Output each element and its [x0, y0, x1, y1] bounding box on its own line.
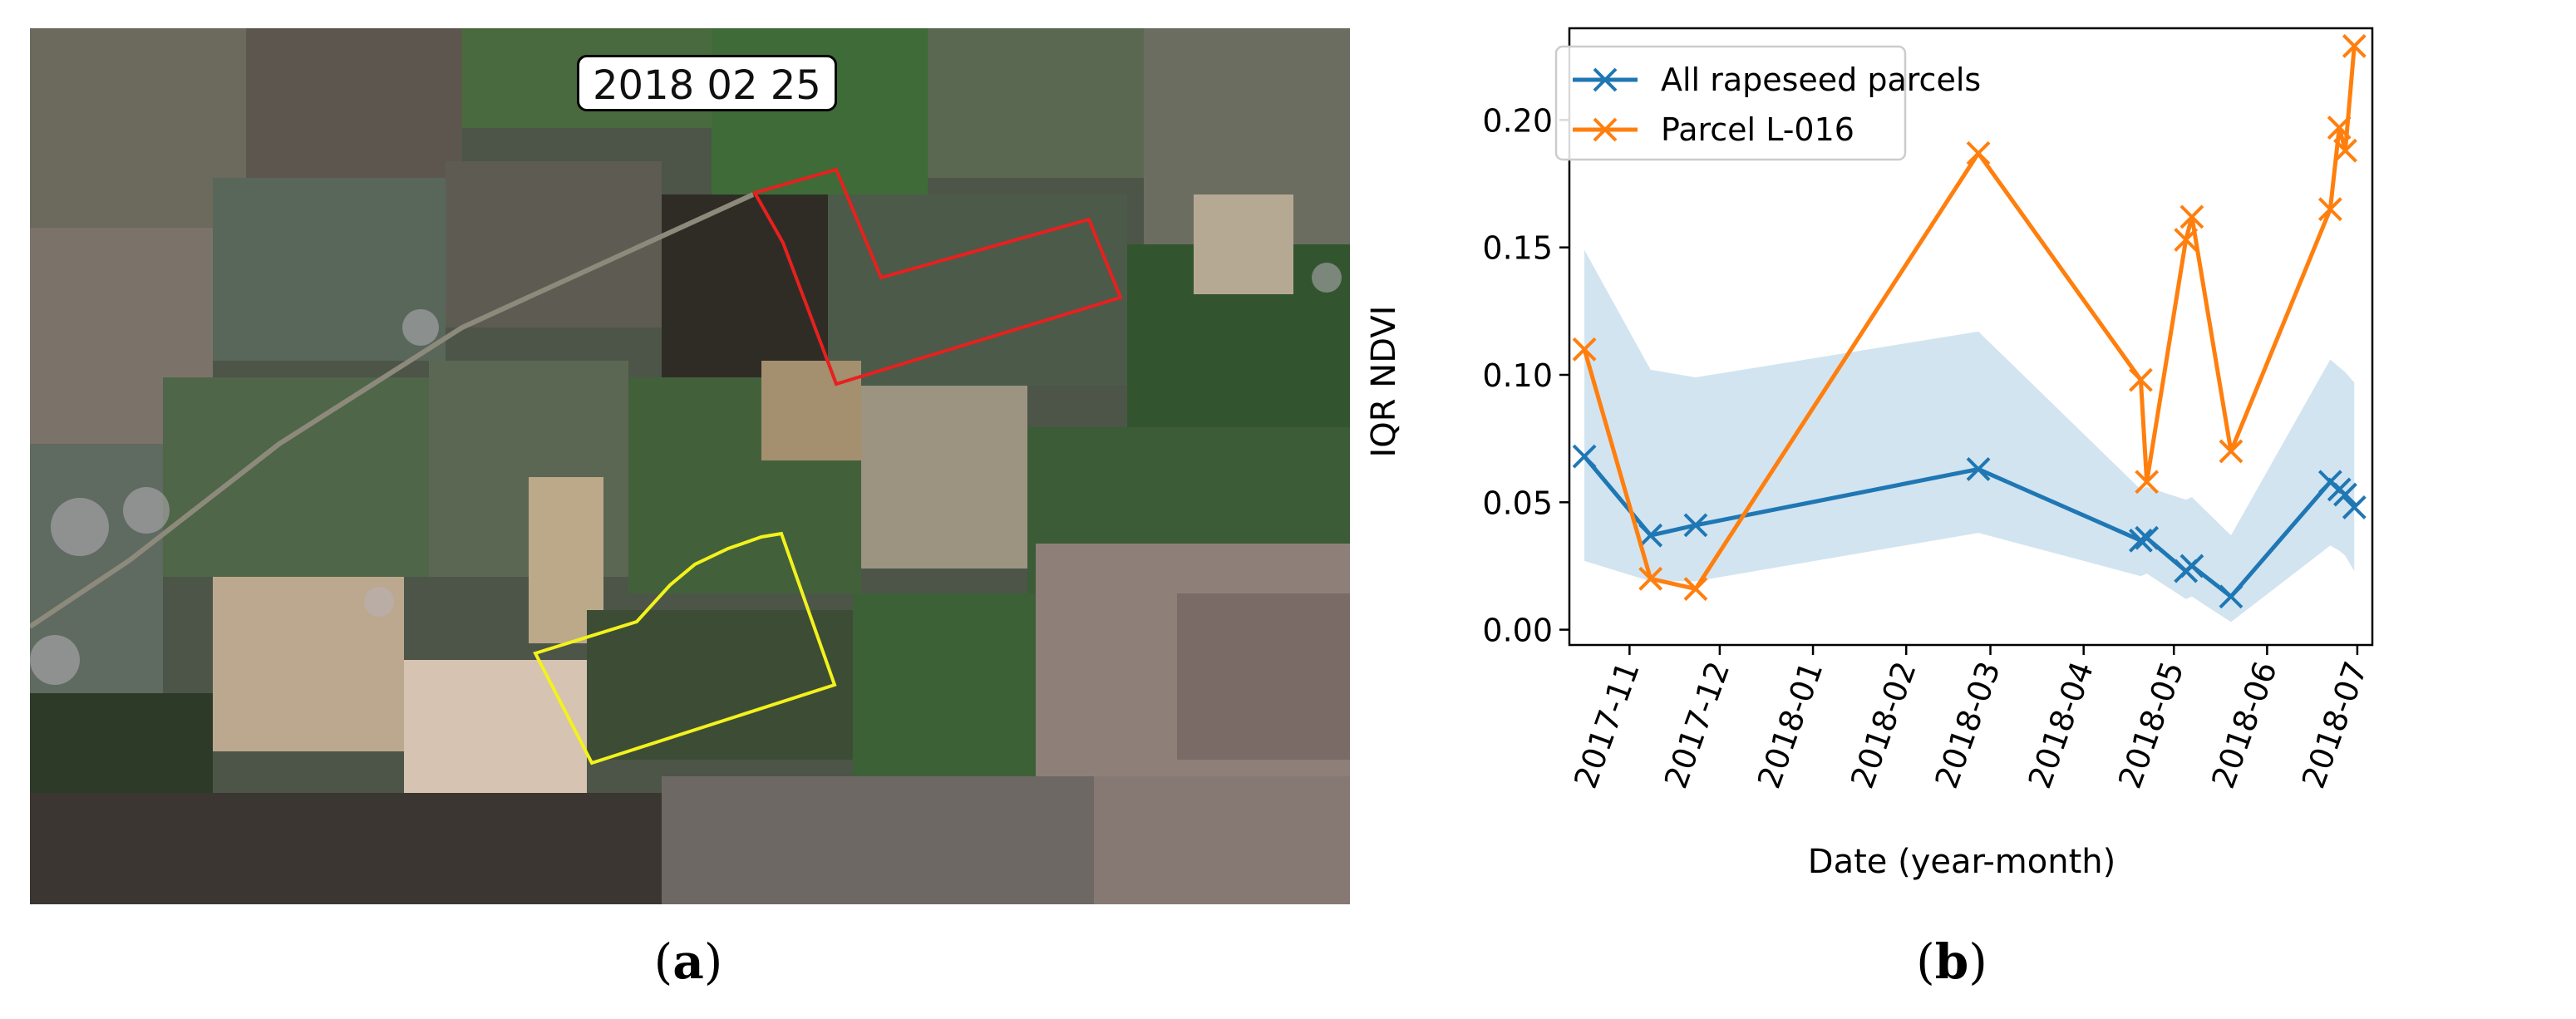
point-all-rapeseed [2333, 482, 2357, 507]
point-parcel-l016 [2342, 34, 2367, 58]
plot-frame [1568, 27, 2374, 647]
y-tick-label: 0.00 [1482, 613, 1553, 649]
point-parcel-l016 [2327, 116, 2352, 140]
point-parcel-l016 [2180, 204, 2204, 229]
panel-a-caption: (a) [653, 933, 723, 990]
point-parcel-l016 [2333, 138, 2357, 163]
legend-label-parcel-l016: Parcel L-016 [1661, 111, 1854, 148]
point-all-rapeseed [2180, 554, 2204, 578]
chart-legend: All rapeseed parcels Parcel L-016 [1554, 45, 1981, 161]
series-layer [1572, 34, 2367, 609]
y-tick-label: 0.05 [1482, 485, 1553, 521]
iqr-band-layer [1584, 249, 2355, 623]
road-line [30, 192, 755, 629]
point-all-rapeseed [1638, 523, 1663, 548]
point-all-rapeseed [2129, 528, 2153, 553]
point-parcel-l016 [2129, 367, 2153, 392]
panel-b-letter: b [1934, 933, 1969, 990]
point-parcel-l016 [2219, 439, 2244, 464]
image-date-label: 2018 02 25 [577, 55, 837, 111]
x-tick-label: 2018-04 [2021, 657, 2101, 793]
x-axis-label: Date (year-month) [1808, 843, 2115, 881]
legend-label-all-rapeseed: All rapeseed parcels [1661, 62, 1981, 98]
satellite-image-canvas [30, 28, 1350, 904]
panel-a-letter: a [672, 933, 704, 990]
point-all-rapeseed [1572, 444, 1597, 469]
point-all-rapeseed [2342, 495, 2367, 519]
x-tick-label: 2018-06 [2204, 657, 2284, 793]
x-tick-label: 2018-03 [1928, 657, 2007, 793]
village-spots [30, 263, 1342, 685]
iqr-band [1584, 249, 2355, 623]
y-axis-label: IQR NDVI [1365, 306, 1403, 458]
point-parcel-l016 [1572, 337, 1597, 362]
y-tick-label: 0.20 [1482, 102, 1553, 139]
point-parcel-l016 [1638, 566, 1663, 591]
red-parcel-outline [752, 167, 1123, 386]
panel-b-caption: (b) [1916, 933, 1987, 990]
point-all-rapeseed [2135, 525, 2160, 550]
point-parcel-l016 [2135, 470, 2160, 495]
point-parcel-l016 [1966, 140, 1991, 165]
y-tick-label: 0.10 [1482, 357, 1553, 394]
point-all-rapeseed [1966, 457, 1991, 481]
legend-marker-parcel-l016 [1593, 117, 1618, 142]
x-tick-label: 2018-07 [2295, 657, 2375, 793]
point-parcel-l016 [2317, 197, 2342, 222]
x-tick-label: 2017-12 [1657, 657, 1737, 793]
point-all-rapeseed [1683, 513, 1708, 538]
x-tick-label: 2018-05 [2111, 657, 2191, 793]
field-patches [30, 28, 1350, 904]
point-parcel-l016 [1683, 577, 1708, 601]
y-tick-label: 0.15 [1482, 230, 1553, 267]
point-parcel-l016 [2174, 228, 2199, 252]
yellow-parcel-outline [533, 531, 837, 765]
satellite-image: 2018 02 25 [30, 28, 1350, 904]
x-tick-label: 2018-01 [1751, 657, 1830, 793]
series-all-rapeseed [1572, 444, 2367, 609]
x-tick-label: 2017-11 [1567, 657, 1647, 793]
point-all-rapeseed [2219, 584, 2244, 609]
series-parcel-l016 [1572, 34, 2367, 601]
legend-box [1554, 45, 1907, 161]
x-tick-label: 2018-02 [1844, 657, 1923, 793]
legend-marker-all-rapeseed [1593, 67, 1618, 92]
